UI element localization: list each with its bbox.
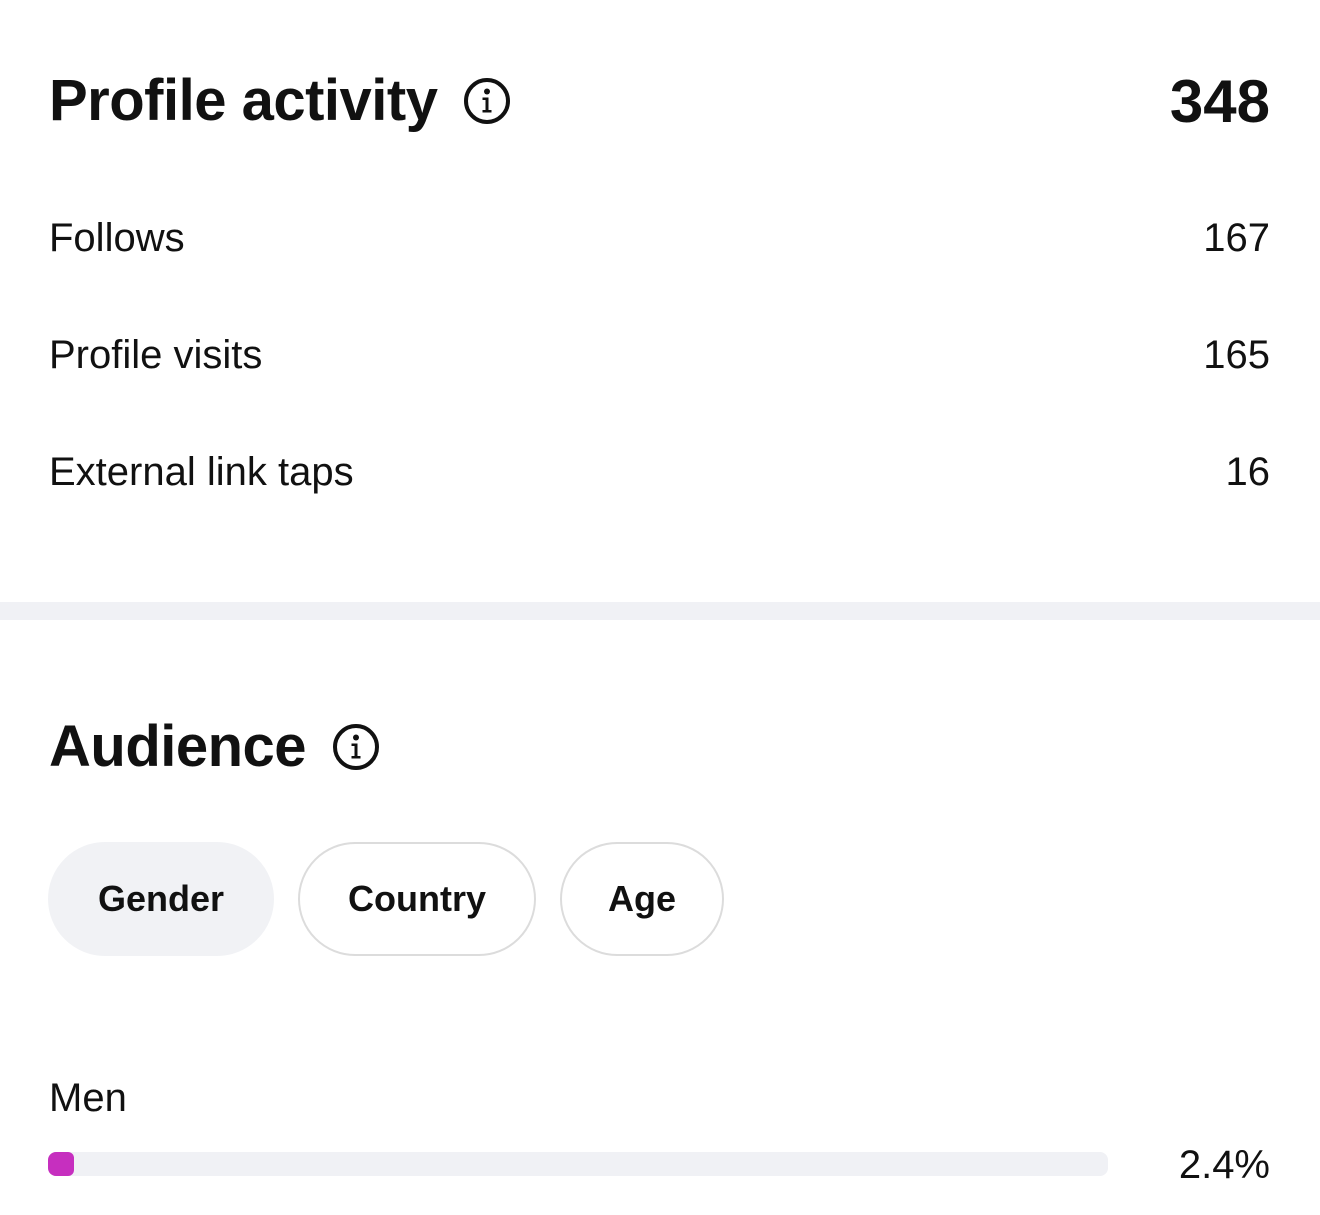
profile-activity-title: Profile activity: [49, 68, 438, 133]
audience-title: Audience: [49, 714, 307, 779]
metric-value: 167: [1203, 216, 1270, 260]
tab-age[interactable]: Age: [560, 842, 724, 956]
audience-tabs: Gender Country Age: [48, 842, 724, 956]
info-icon[interactable]: [332, 723, 380, 771]
metric-row-profile-visits: Profile visits 165: [49, 330, 1270, 380]
metric-label: Follows: [49, 216, 185, 260]
metric-value: 16: [1225, 450, 1271, 494]
section-divider: [0, 602, 1320, 620]
profile-activity-header: Profile activity: [49, 72, 511, 130]
tab-gender[interactable]: Gender: [48, 842, 274, 956]
metric-row-follows: Follows 167: [49, 213, 1270, 263]
info-icon[interactable]: [463, 77, 511, 125]
gender-bar-label: Men: [49, 1076, 127, 1120]
profile-activity-total: 348: [1169, 68, 1270, 135]
metric-row-external-link-taps: External link taps 16: [49, 447, 1270, 497]
gender-bar-fill: [48, 1152, 74, 1176]
metric-label: External link taps: [49, 450, 354, 494]
metric-value: 165: [1203, 333, 1270, 377]
metric-label: Profile visits: [49, 333, 263, 377]
gender-bar-track: [48, 1152, 1108, 1176]
tab-country[interactable]: Country: [298, 842, 536, 956]
audience-header: Audience: [49, 718, 380, 776]
gender-bar-value: 2.4%: [1178, 1143, 1270, 1187]
